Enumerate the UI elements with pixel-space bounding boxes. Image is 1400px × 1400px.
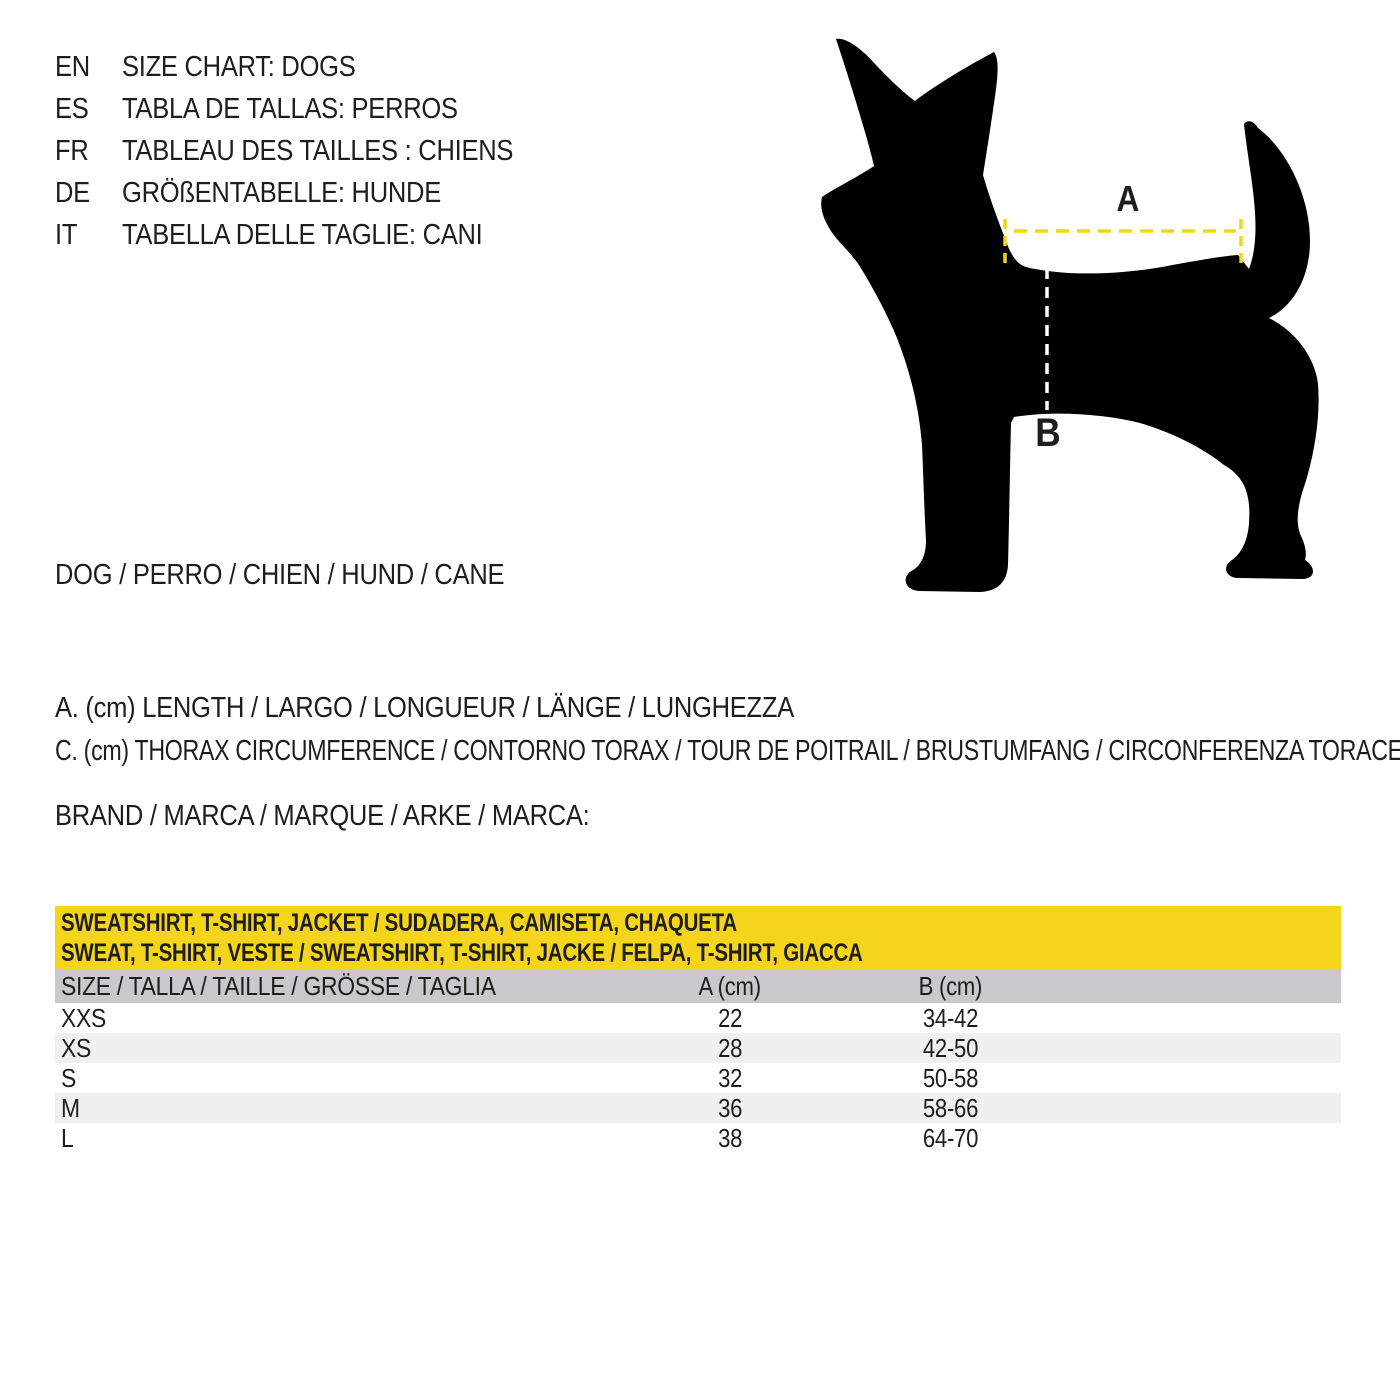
measurement-a-definition: A. (cm) LENGTH / LARGO / LONGUEUR / LÄNG… bbox=[55, 692, 794, 724]
language-code: DE bbox=[55, 177, 90, 209]
measure-label-b: B bbox=[1035, 411, 1061, 455]
column-header-b: B (cm) bbox=[918, 971, 982, 1001]
page-title: SIZE CHART: DOGS bbox=[122, 51, 356, 83]
garment-types-line-2: SWEAT, T-SHIRT, VESTE / SWEATSHIRT, T-SH… bbox=[61, 939, 863, 967]
b-value: 34-42 bbox=[922, 1003, 978, 1033]
dog-silhouette bbox=[821, 38, 1319, 592]
size-value: M bbox=[61, 1093, 80, 1123]
size-table-title-band: SWEATSHIRT, T-SHIRT, JACKET / SUDADERA, … bbox=[55, 906, 1341, 970]
brand-label: BRAND / MARCA / MARQUE / ARKE / MARCA: bbox=[55, 800, 590, 832]
table-row-s: S 32 50-58 bbox=[55, 1063, 1341, 1093]
table-row-l: L 38 64-70 bbox=[55, 1123, 1341, 1153]
measurement-legend: A. (cm) LENGTH / LARGO / LONGUEUR / LÄNG… bbox=[55, 687, 1400, 773]
page-title-de: GRÖßENTABELLE: HUNDE bbox=[122, 177, 441, 209]
title-row-de: DE GRÖßENTABELLE: HUNDE bbox=[55, 172, 566, 214]
title-row-en: EN SIZE CHART: DOGS bbox=[55, 46, 566, 88]
column-header-size: SIZE / TALLA / TAILLE / GRÖSSE / TAGLIA bbox=[61, 971, 496, 1001]
a-value: 28 bbox=[717, 1033, 743, 1063]
size-table: SWEATSHIRT, T-SHIRT, JACKET / SUDADERA, … bbox=[55, 906, 1341, 1153]
table-row-xxs: XXS 22 34-42 bbox=[55, 1003, 1341, 1033]
b-value: 50-58 bbox=[922, 1063, 978, 1093]
b-value: 64-70 bbox=[922, 1123, 978, 1153]
language-code: EN bbox=[55, 51, 90, 83]
language-code: IT bbox=[55, 219, 78, 251]
measurement-c-definition: C. (cm) THORAX CIRCUMFERENCE / CONTORNO … bbox=[55, 735, 1400, 767]
title-row-fr: FR TABLEAU DES TAILLES : CHIENS bbox=[55, 130, 566, 172]
garment-types-line-1: SWEATSHIRT, T-SHIRT, JACKET / SUDADERA, … bbox=[61, 909, 737, 937]
b-value: 58-66 bbox=[922, 1093, 978, 1123]
title-row-it: IT TABELLA DELLE TAGLIE: CANI bbox=[55, 214, 566, 256]
measure-line-a bbox=[1003, 219, 1243, 270]
a-value: 22 bbox=[717, 1003, 743, 1033]
size-value: S bbox=[61, 1063, 77, 1093]
size-value: XS bbox=[61, 1033, 92, 1063]
page-title-it: TABELLA DELLE TAGLIE: CANI bbox=[122, 219, 483, 251]
a-value: 36 bbox=[717, 1093, 743, 1123]
a-value: 38 bbox=[717, 1123, 743, 1153]
a-value: 32 bbox=[717, 1063, 743, 1093]
size-value: L bbox=[61, 1123, 74, 1153]
dog-silhouette-illustration bbox=[821, 38, 1319, 592]
title-row-es: ES TABLA DE TALLAS: PERROS bbox=[55, 88, 566, 130]
dog-measurement-figure: A B bbox=[818, 25, 1393, 610]
table-row-xs: XS 28 42-50 bbox=[55, 1033, 1341, 1063]
title-language-list: EN SIZE CHART: DOGS ES TABLA DE TALLAS: … bbox=[55, 46, 566, 256]
size-value: XXS bbox=[61, 1003, 107, 1033]
b-value: 42-50 bbox=[922, 1033, 978, 1063]
measure-label-a: A bbox=[1116, 178, 1140, 219]
animal-caption: DOG / PERRO / CHIEN / HUND / CANE bbox=[55, 559, 505, 591]
page-title-fr: TABLEAU DES TAILLES : CHIENS bbox=[122, 135, 514, 167]
language-code: ES bbox=[55, 93, 89, 125]
size-table-header-row: SIZE / TALLA / TAILLE / GRÖSSE / TAGLIA … bbox=[55, 970, 1341, 1003]
page-title-es: TABLA DE TALLAS: PERROS bbox=[122, 93, 458, 125]
language-code: FR bbox=[55, 135, 89, 167]
table-row-m: M 36 58-66 bbox=[55, 1093, 1341, 1123]
column-header-a: A (cm) bbox=[698, 971, 762, 1001]
